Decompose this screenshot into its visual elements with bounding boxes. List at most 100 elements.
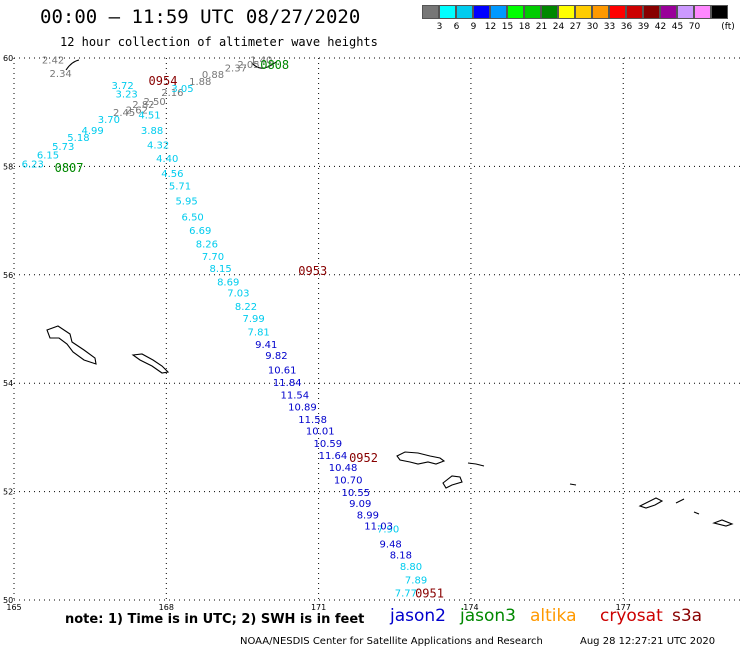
coastlines: [46, 59, 734, 527]
lon-tick-label: 171: [311, 603, 326, 612]
wave-height-value: 3.70: [98, 115, 120, 126]
scale-label: 45: [671, 22, 684, 32]
scale-swatch: [439, 5, 456, 19]
pass-time-label: 0952: [349, 451, 378, 465]
coastline-north: [251, 61, 277, 69]
scale-label: 30: [586, 22, 599, 32]
wave-height-value: 7.90: [377, 524, 399, 535]
wave-height-value: 8.18: [390, 550, 412, 561]
blue-track: 9.419.8210.6111.8411.5410.8911.5810.0110…: [255, 340, 412, 561]
wave-height-value: 8.22: [235, 302, 257, 313]
wave-height-value: 2.62: [126, 105, 148, 116]
lat-lon-grid: [13, 57, 740, 601]
scale-label: 15: [501, 22, 514, 32]
lon-tick-label: 174: [463, 603, 478, 612]
scale-label: 9: [470, 22, 477, 32]
wave-height-points: 2.42 2.34 1.402.052.370.881.88 2.162.502.82…: [22, 55, 428, 599]
island-aleutian-1: [396, 451, 446, 465]
island-aleutian-2: [442, 475, 463, 489]
island-aleutian-8: [693, 511, 700, 515]
wave-height-value: 8.99: [357, 511, 379, 522]
lat-tick-label: 54: [3, 379, 13, 388]
lon-tick-label: 168: [159, 603, 174, 612]
pass-time-label: 0953: [298, 264, 327, 278]
satellite-jason2: jason2: [390, 606, 446, 626]
wave-height-value: 4.32: [147, 141, 169, 152]
scale-swatch: [626, 5, 643, 19]
wave-height-value: 6.69: [189, 226, 211, 237]
wave-height-value: 4.56: [161, 169, 183, 180]
scale-label: 21: [535, 22, 548, 32]
scale-label: 42: [654, 22, 667, 32]
scale-swatch: [473, 5, 490, 19]
wave-height-value: 8.26: [196, 240, 218, 251]
scale-swatch: [711, 5, 728, 19]
wave-height-value: 8.80: [400, 562, 422, 573]
scale-label: 18: [518, 22, 531, 32]
page-subtitle: 12 hour collection of altimeter wave hei…: [60, 35, 378, 49]
pass-time-label: 0808: [260, 58, 289, 72]
wave-height-value: 1.88: [189, 77, 211, 88]
wave-height-value: 3.88: [141, 126, 163, 137]
wave-height-value: 9.48: [380, 539, 402, 550]
wave-height-value: 9.82: [265, 351, 287, 362]
wave-height-value: 10.59: [314, 439, 343, 450]
wave-height-value: 11.03: [364, 522, 393, 533]
wave-height-value: 7.99: [242, 314, 264, 325]
pass-time-label: 0951: [415, 586, 444, 600]
wave-height-value: 10.01: [306, 427, 335, 438]
lat-tick-label: 60: [3, 54, 13, 63]
lat-tick-label: 58: [3, 162, 13, 171]
wave-height-value: 4.99: [82, 126, 104, 137]
wave-height-value: 4.51: [138, 111, 160, 122]
wave-height-value: 10.48: [329, 463, 358, 474]
lat-tick-label: 56: [3, 271, 13, 280]
island-aleutian-6: [675, 498, 685, 504]
wave-height-value: 10.61: [268, 365, 297, 376]
wave-height-value: 7.81: [248, 328, 270, 339]
gray-track: 2.42 2.34 1.402.052.370.881.88 2.162.502.82…: [42, 55, 272, 119]
island-aleutian-4: [569, 483, 577, 486]
wave-height-value: 7.03: [227, 288, 249, 299]
agency-credit: NOAA/NESDIS Center for Satellite Applica…: [240, 636, 543, 647]
wave-height-value: 3.05: [171, 84, 193, 95]
pass-time-label: 0807: [55, 161, 84, 175]
satellite-jason3: jason3: [460, 606, 516, 626]
wave-height-value: 4.40: [156, 154, 178, 165]
wave-height-value: 2.37: [225, 64, 247, 75]
wave-height-value: 3.23: [116, 90, 138, 101]
wave-height-value: 2.05: [237, 60, 259, 71]
island-aleutian-5: [638, 497, 664, 509]
wave-height-value: 5.95: [175, 196, 197, 207]
cyan-track: 3.723.23 3.05 4.51 3.70 3.88 4.995.18 4.32 5.73…: [22, 81, 428, 600]
lat-tick-label: 52: [3, 488, 13, 497]
wave-height-value: 11.58: [298, 415, 327, 426]
wave-height-value: 10.70: [334, 475, 363, 486]
wave-height-value: 6.15: [37, 150, 59, 161]
wave-height-value: 8.15: [209, 264, 231, 275]
wave-height-value: 10.55: [341, 488, 370, 499]
wave-height-value: 7.89: [405, 576, 427, 587]
scale-swatch: [541, 5, 558, 19]
wave-height-value: 7.77: [395, 589, 417, 600]
scale-label: 6: [453, 22, 460, 32]
wave-height-value: 3.72: [111, 81, 133, 92]
wave-height-value: 2.34: [50, 69, 72, 80]
scale-swatch: [422, 5, 439, 19]
scale-label: 24: [552, 22, 565, 32]
scale-label: 39: [637, 22, 650, 32]
wave-height-value: 9.41: [255, 340, 277, 351]
scale-swatch: [490, 5, 507, 19]
wave-height-value: 10.89: [288, 402, 317, 413]
scale-label: 70: [688, 22, 701, 32]
scale-swatch: [660, 5, 677, 19]
scale-swatch: [677, 5, 694, 19]
wave-height-value: 2.82: [132, 100, 154, 111]
wave-height-value: 1.40: [250, 55, 272, 66]
wave-height-value: 5.71: [169, 182, 191, 193]
satellite-cryosat: cryosat: [600, 606, 663, 626]
wave-height-value: 6.50: [182, 213, 204, 224]
generated-timestamp: Aug 28 12:27:21 UTC 2020: [580, 636, 716, 647]
